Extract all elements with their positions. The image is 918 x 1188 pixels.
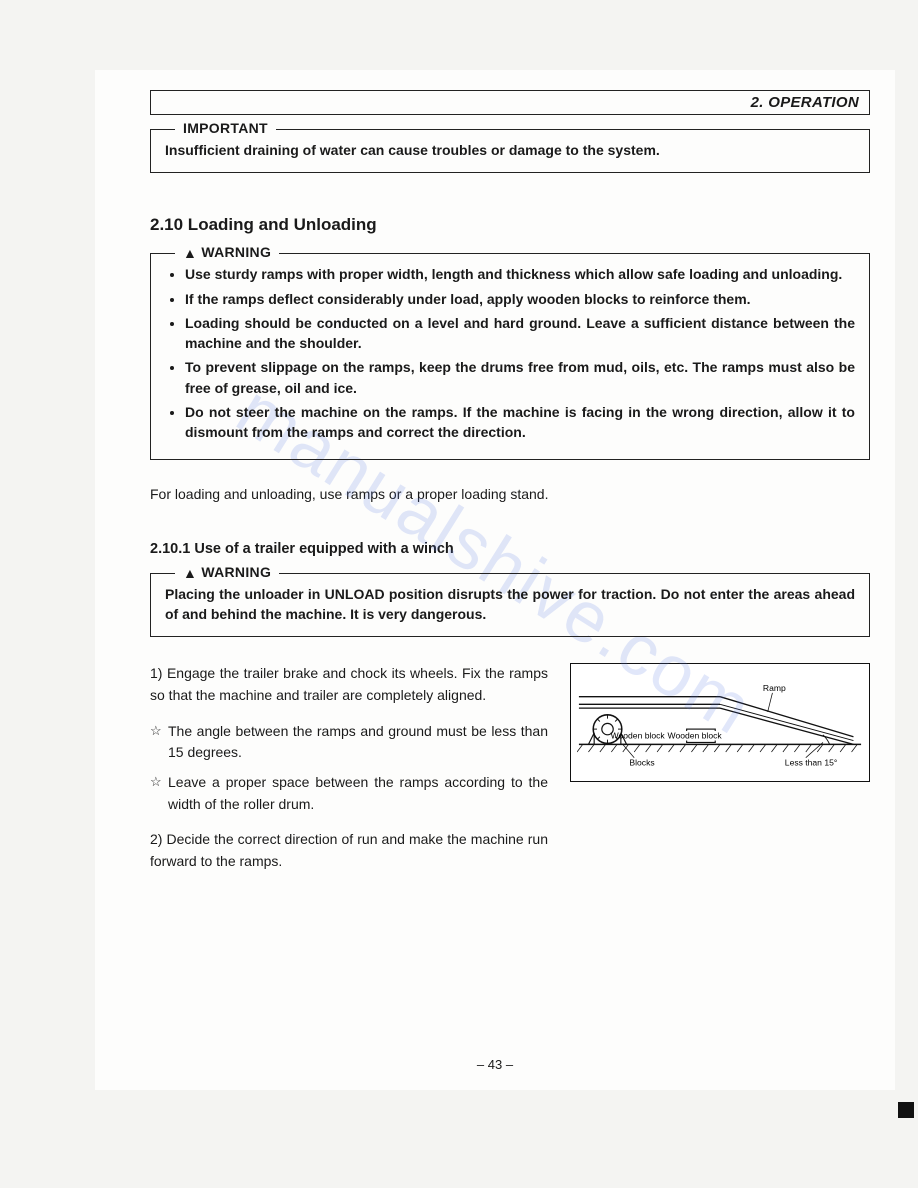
step1-number: 1) <box>150 665 162 681</box>
ramp-diagram-svg: Ramp Wooden block Wooden block Blocks Le… <box>577 670 863 775</box>
diagram-label-woodenblock-t: Wooden block <box>668 731 723 741</box>
warning1-body: Use sturdy ramps with proper width, leng… <box>165 264 855 442</box>
right-column: Ramp Wooden block Wooden block Blocks Le… <box>570 663 870 782</box>
warning2-title-text: WARNING <box>201 564 271 580</box>
left-column: 1) Engage the trailer brake and chock it… <box>150 663 548 887</box>
diagram-label-angle: Less than 15° <box>785 758 837 768</box>
warning1-item: Do not steer the machine on the ramps. I… <box>185 402 855 443</box>
star-notes: The angle between the ramps and ground m… <box>150 721 548 816</box>
scan-artifact-dot <box>898 1102 914 1118</box>
diagram-label-woodenblock: Wooden block <box>611 731 666 741</box>
chapter-header: 2. OPERATION <box>150 90 870 115</box>
warning2-title: ▲ WARNING <box>175 564 279 581</box>
warning1-title-text: WARNING <box>201 244 271 260</box>
page-content: manualshive.com 2. OPERATION IMPORTANT I… <box>95 70 895 1090</box>
warning1-title: ▲ WARNING <box>175 244 279 261</box>
page-number: – 43 – <box>95 1057 895 1072</box>
star-note: The angle between the ramps and ground m… <box>150 721 548 764</box>
section-heading: 2.10 Loading and Unloading <box>150 215 870 235</box>
step2-text: Decide the correct direction of run and … <box>150 831 548 869</box>
step-2: 2) Decide the correct direction of run a… <box>150 829 548 872</box>
warning-icon: ▲ <box>183 245 197 261</box>
diagram-label-ramp: Ramp <box>763 683 786 693</box>
warning-callout-2: ▲ WARNING Placing the unloader in UNLOAD… <box>150 573 870 638</box>
two-column-layout: 1) Engage the trailer brake and chock it… <box>150 663 870 887</box>
warning-callout-1: ▲ WARNING Use sturdy ramps with proper w… <box>150 253 870 459</box>
important-callout: IMPORTANT Insufficient draining of water… <box>150 129 870 173</box>
subsection-heading: 2.10.1 Use of a trailer equipped with a … <box>150 541 870 557</box>
paragraph-intro: For loading and unloading, use ramps or … <box>150 484 870 505</box>
chapter-header-text: 2. OPERATION <box>751 94 859 111</box>
warning2-body: Placing the unloader in UNLOAD position … <box>165 584 855 625</box>
warning-icon: ▲ <box>183 565 197 581</box>
step1-text: Engage the trailer brake and chock its w… <box>150 665 548 703</box>
warning1-item: To prevent slippage on the ramps, keep t… <box>185 357 855 398</box>
warning1-item: If the ramps deflect considerably under … <box>185 289 855 309</box>
step-1: 1) Engage the trailer brake and chock it… <box>150 663 548 706</box>
ramp-diagram: Ramp Wooden block Wooden block Blocks Le… <box>570 663 870 782</box>
important-title: IMPORTANT <box>175 120 276 136</box>
important-body: Insufficient draining of water can cause… <box>165 140 855 160</box>
step2-number: 2) <box>150 831 162 847</box>
warning1-item: Use sturdy ramps with proper width, leng… <box>185 264 855 284</box>
star-note: Leave a proper space between the ramps a… <box>150 772 548 815</box>
diagram-label-blocks: Blocks <box>629 758 654 768</box>
warning1-list: Use sturdy ramps with proper width, leng… <box>165 264 855 442</box>
warning1-item: Loading should be conducted on a level a… <box>185 313 855 354</box>
